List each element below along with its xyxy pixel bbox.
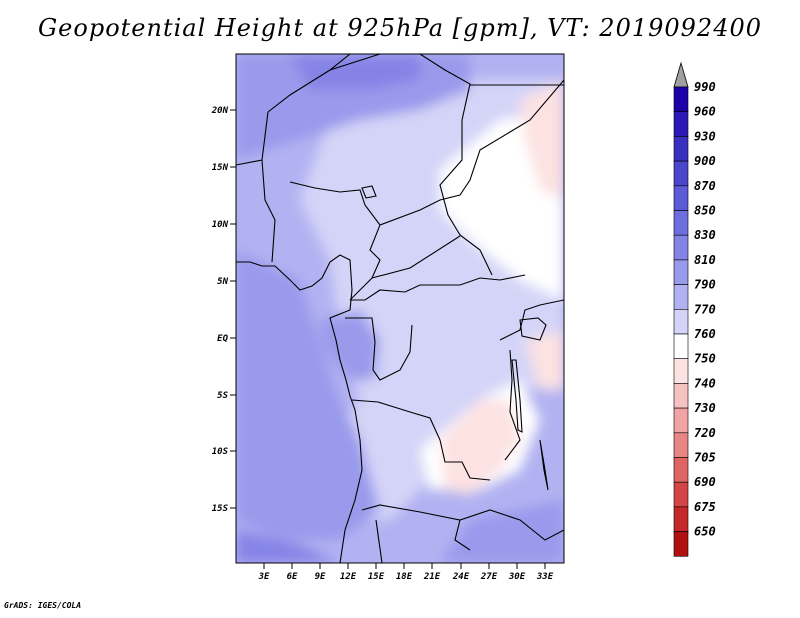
colorbar-label: 705 xyxy=(694,451,716,465)
colorbar-swatch xyxy=(673,333,689,360)
field-750-ne xyxy=(520,80,564,200)
lat-label-15n: 15N xyxy=(212,163,229,173)
border-11 xyxy=(351,399,491,481)
colorbar-swatch xyxy=(673,210,689,236)
lon-label-18e: 18E xyxy=(396,572,413,582)
lon-label-21e: 21E xyxy=(423,572,441,582)
border-10 xyxy=(345,317,413,381)
colorbar-label: 810 xyxy=(694,253,716,267)
border-8 xyxy=(329,54,381,71)
colorbar-label: 650 xyxy=(694,525,716,539)
field-750-east xyxy=(525,330,564,390)
colorbar-label: 930 xyxy=(694,129,716,143)
lat-label-5n: 5N xyxy=(217,277,228,287)
colorbar-label: 760 xyxy=(694,327,716,341)
lake-victoria xyxy=(519,317,547,341)
border-5 xyxy=(379,79,564,226)
border-14 xyxy=(361,504,564,541)
colorbar-swatch xyxy=(673,259,689,285)
lon-label-3e: 3E xyxy=(258,572,270,582)
colorbar-swatch xyxy=(673,506,689,532)
colorbar-label: 750 xyxy=(694,352,716,366)
lon-label-30e: 30E xyxy=(508,572,526,582)
colorbar-top-arrow xyxy=(673,61,689,88)
colorbar: 990 960 930 900 870 850 830 810 790 770 760 750 740 7… xyxy=(673,61,716,558)
colorbar-label: 830 xyxy=(694,228,716,242)
colorbar-swatch xyxy=(673,234,689,261)
grads-credit: GrADS: IGES/COLA xyxy=(4,601,82,610)
colorbar-swatch xyxy=(673,383,689,409)
colorbar-label: 720 xyxy=(694,426,716,440)
colorbar-label: 960 xyxy=(694,105,716,119)
border-1 xyxy=(236,54,351,166)
map-frame xyxy=(235,53,565,564)
colorbar-label: 850 xyxy=(694,204,716,218)
lake-malawi xyxy=(539,439,549,491)
chart-title: Geopotential Height at 925hPa [gpm], VT:… xyxy=(38,14,762,42)
colorbar-label: 740 xyxy=(694,376,716,390)
border-16 xyxy=(454,519,471,551)
lon-axis: 3E 6E 9E 12E 15E 18E 21E 24E 27E 30E 33E xyxy=(258,563,554,582)
lon-label-24e: 24E xyxy=(452,572,470,582)
lake-tanganyika xyxy=(511,359,523,433)
lat-label-10n: 10N xyxy=(212,220,229,230)
colorbar-swatch xyxy=(673,531,689,557)
colorbar-swatch xyxy=(673,185,689,211)
colorbar-label: 870 xyxy=(694,179,716,193)
border-7 xyxy=(419,54,493,276)
lon-label-9e: 9E xyxy=(315,572,326,582)
colorbar-swatch xyxy=(673,358,689,384)
colorbar-swatch xyxy=(673,308,689,335)
colorbar-label: 900 xyxy=(694,154,716,168)
field-770-gabon xyxy=(320,310,380,380)
lat-axis: 20N 15N 10N 5N EQ 5S 10S 15S xyxy=(211,106,236,514)
border-15 xyxy=(375,519,383,563)
colorbar-swatch xyxy=(673,457,689,483)
colorbar-swatch xyxy=(673,284,689,310)
boundaries xyxy=(236,54,564,563)
field-750-south xyxy=(440,400,520,495)
lat-label-20n: 20N xyxy=(211,106,229,116)
lon-label-15e: 15E xyxy=(368,572,385,582)
lon-label-12e: 12E xyxy=(340,572,357,582)
colorbar-swatch xyxy=(673,111,689,137)
field-830-sw xyxy=(236,530,340,563)
lon-label-6e: 6E xyxy=(287,572,298,582)
colorbar-swatch xyxy=(673,160,689,187)
border-9 xyxy=(371,235,461,279)
border-4 xyxy=(350,274,526,301)
colorbar-swatch xyxy=(673,481,689,508)
colorbar-swatch xyxy=(673,407,689,434)
colorbar-label: 770 xyxy=(694,302,716,316)
lake-chad xyxy=(361,185,377,199)
height-field xyxy=(236,54,564,563)
border-2 xyxy=(261,159,276,263)
colorbar-label: 790 xyxy=(694,278,716,292)
colorbar-label: 675 xyxy=(694,500,716,514)
colorbar-swatch xyxy=(673,136,689,162)
lon-label-27e: 27E xyxy=(480,572,498,582)
lon-label-33e: 33E xyxy=(536,572,554,582)
field-810-west xyxy=(236,250,380,540)
border-12 xyxy=(499,299,564,341)
lat-label-5s: 5S xyxy=(217,391,228,401)
colorbar-swatch xyxy=(673,86,689,113)
colorbar-label: 990 xyxy=(694,80,716,94)
lat-label-eq: EQ xyxy=(217,334,228,344)
field-810-se xyxy=(440,500,564,563)
lat-label-15s: 15S xyxy=(212,504,229,514)
border-13 xyxy=(504,349,521,461)
lat-label-10s: 10S xyxy=(212,447,229,457)
colorbar-label: 730 xyxy=(694,401,716,415)
field-830 xyxy=(290,54,420,90)
colorbar-label: 690 xyxy=(694,475,716,489)
colorbar-swatch xyxy=(673,432,689,458)
